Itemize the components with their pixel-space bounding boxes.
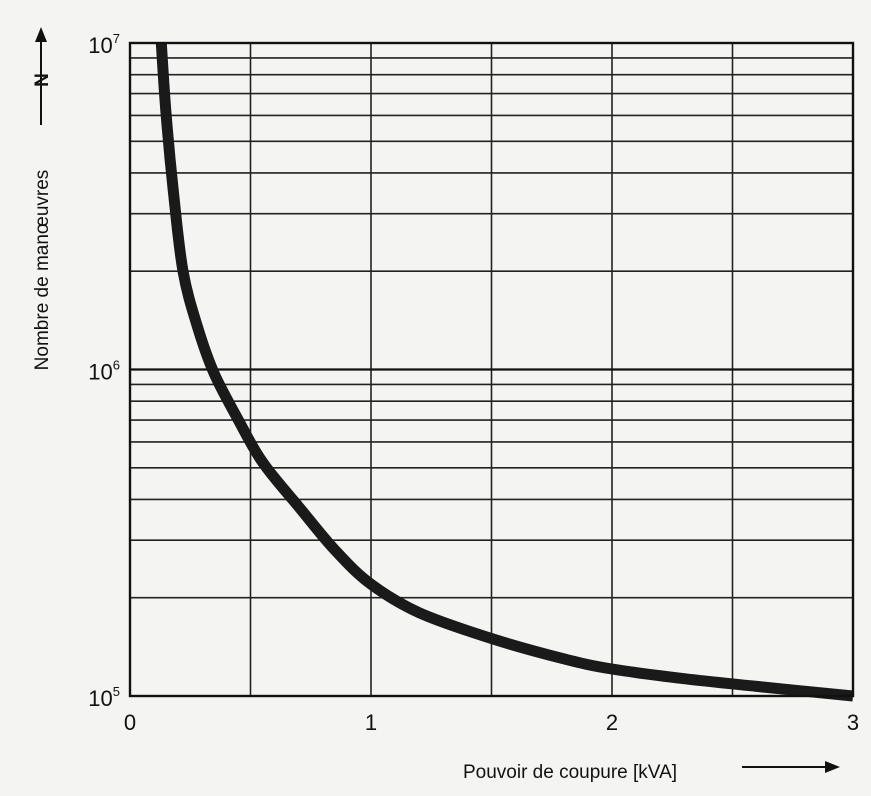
y-axis-arrow	[35, 27, 47, 125]
minor-gridlines	[130, 43, 853, 696]
x-tick-label: 1	[365, 710, 377, 735]
x-tick-label: 2	[606, 710, 618, 735]
y-axis-symbol: N	[32, 73, 53, 87]
y-tick-label: 106	[88, 358, 120, 385]
series-line-0	[155, 42, 854, 702]
tick-labels: 0 1 2 3 105 106 107	[88, 31, 859, 735]
x-tick-label: 3	[847, 710, 859, 735]
series-layer	[155, 42, 854, 702]
y-axis-title: Nombre de manœuvres	[32, 170, 53, 371]
y-tick-label: 107	[88, 31, 120, 58]
plot-border	[128, 41, 855, 698]
x-tick-label: 0	[124, 710, 136, 735]
y-tick-label: 105	[88, 684, 120, 711]
x-axis-arrow	[742, 761, 840, 773]
plot-frame	[128, 41, 855, 698]
x-axis-title: Pouvoir de coupure [kVA]	[463, 762, 677, 783]
